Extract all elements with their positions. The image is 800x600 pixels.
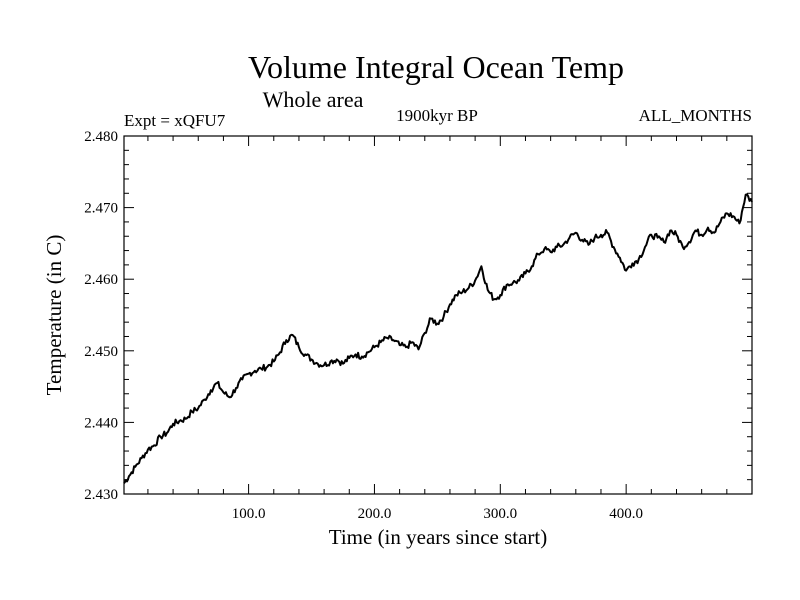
x-tick-labels: 100.0 200.0 300.0 400.0	[232, 506, 643, 522]
series-line	[123, 193, 753, 484]
period-label: 1900kyr BP	[396, 106, 478, 125]
y-tick-label: 2.440	[84, 415, 118, 431]
y-axis-label: Temperature (in C)	[42, 235, 66, 396]
y-tick-label: 2.430	[84, 487, 118, 503]
x-tick-label: 300.0	[483, 506, 517, 522]
y-axis-ticks	[124, 149, 752, 481]
chart-subtitle: Whole area	[263, 87, 364, 112]
y-tick-label: 2.470	[84, 201, 118, 217]
x-axis-ticks	[147, 136, 728, 494]
plot-frame	[123, 135, 753, 495]
y-tick-labels: 2.430 2.440 2.450 2.460 2.470 2.480	[84, 129, 118, 503]
y-tick-label: 2.460	[84, 272, 118, 288]
expt-label: Expt = xQFU7	[124, 111, 226, 130]
x-tick-label: 100.0	[232, 506, 266, 522]
x-axis-label: Time (in years since start)	[329, 525, 548, 549]
months-label: ALL_MONTHS	[639, 106, 752, 125]
chart-title: Volume Integral Ocean Temp	[248, 49, 624, 85]
x-tick-label: 200.0	[358, 506, 392, 522]
x-tick-label: 400.0	[609, 506, 643, 522]
y-tick-label: 2.450	[84, 344, 118, 360]
y-tick-label: 2.480	[84, 129, 118, 145]
